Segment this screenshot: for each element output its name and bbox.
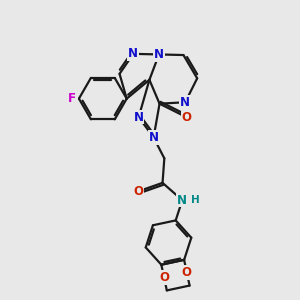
Text: N: N — [154, 48, 164, 61]
Text: O: O — [182, 266, 192, 279]
Text: F: F — [69, 92, 77, 105]
Text: N: N — [134, 111, 144, 124]
Text: N: N — [148, 131, 159, 144]
Text: N: N — [177, 194, 187, 207]
Text: H: H — [190, 195, 200, 205]
Text: O: O — [134, 185, 144, 198]
Text: F: F — [68, 92, 76, 105]
Text: N: N — [180, 96, 190, 109]
Text: O: O — [159, 271, 169, 284]
Text: N: N — [128, 47, 138, 60]
Text: O: O — [182, 111, 191, 124]
